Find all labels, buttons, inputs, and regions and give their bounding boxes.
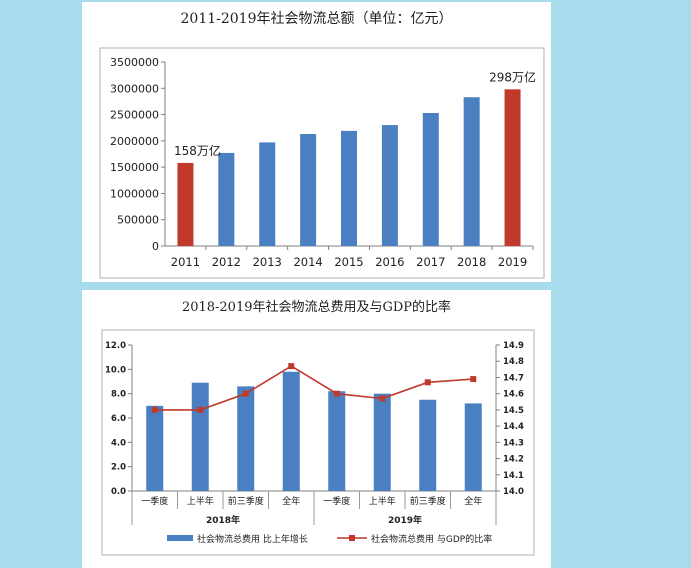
line-marker-5 [379,395,386,402]
chart2-svg: 0.0 2.0 4.0 6.0 8.0 10.0 12.0 14.0 14.1 14.2 14.3 1… [101,329,535,556]
bar-7 [464,403,482,491]
x-tick-label: 2011 [171,255,200,269]
x-tick-label: 全年 [282,495,300,507]
bar-2011 [177,162,194,246]
chart-panel-logistics-cost: 2018-2019年社会物流总费用及与GDP的比率 0.0 2.0 4.0 6.0 8.… [82,290,551,568]
right-tick-label: 14.1 [503,471,524,481]
bar-6 [419,399,437,491]
left-tick-label: 4.0 [111,438,126,448]
line-marker-2 [242,390,249,397]
x-tick-label: 一季度 [323,495,350,507]
right-tick-label: 14.8 [503,357,524,367]
bar-2 [237,386,255,491]
line-marker-3 [288,363,295,370]
bar-1 [191,382,209,491]
x-tick-label: 2017 [416,255,445,269]
y-tick-label: 3000000 [110,82,159,95]
right-tick-label: 14.3 [503,438,524,448]
y-tick-label: 3500000 [110,56,159,69]
x-tick-label: 2014 [293,255,322,269]
x-tick-label: 2015 [334,255,363,269]
left-tick-label: 10.0 [105,365,126,375]
right-tick-label: 14.4 [503,422,524,432]
left-tick-label: 12.0 [105,341,126,351]
x-tick-label: 前三季度 [228,495,264,507]
legend-bar-swatch [167,535,193,541]
bar-2012 [218,152,235,246]
right-tick-label: 14.0 [503,487,524,497]
bar-3 [282,371,300,491]
right-tick-label: 14.2 [503,455,524,465]
right-tick-label: 14.9 [503,341,524,351]
bar-5 [373,393,391,491]
right-tick-label: 14.6 [503,390,524,400]
bar-2018 [463,97,480,246]
y-tick-label: 1000000 [110,187,159,200]
left-tick-label: 6.0 [111,414,126,424]
chart1-svg: 0 500000 1000000 1500000 2000000 2500000 30000… [99,47,545,279]
line-series [154,365,474,411]
legend-line-label: 社会物流总费用 与GDP的比率 [371,533,492,545]
bar-2015 [341,130,357,246]
x-tick-label: 2016 [375,255,404,269]
y-tick-label: 1500000 [110,161,159,174]
left-tick-label: 8.0 [111,390,126,400]
bar-2013 [259,142,276,246]
left-tick-label: 2.0 [111,463,126,473]
bar-2016 [381,125,398,246]
line-marker-7 [470,376,477,383]
right-tick-label: 14.7 [503,373,524,383]
legend-line-marker [349,535,355,541]
x-tick-label: 2013 [253,255,282,269]
bar-2017 [422,112,439,246]
y-tick-label: 0 [152,240,159,253]
plot-frame [101,329,535,556]
right-tick-label: 14.5 [503,406,524,416]
annotation-label: 298万亿 [489,69,536,84]
line-marker-4 [333,390,340,397]
chart1-title: 2011-2019年社会物流总额（单位：亿元） [180,11,453,27]
bar-4 [328,391,346,491]
x-tick-label: 前三季度 [410,495,446,507]
x-tick-label: 全年 [464,495,482,507]
x-tick-label: 上半年 [187,495,214,507]
bar-2019 [504,89,521,246]
legend-bar-label: 社会物流总费用 比上年增长 [197,533,308,545]
bar-0 [146,405,164,491]
group-label: 2018年 [206,514,240,526]
line-marker-1 [197,406,204,413]
x-tick-label: 2012 [212,255,241,269]
line-marker-0 [151,406,158,413]
line-marker-6 [424,379,431,386]
x-tick-label: 一季度 [141,495,168,507]
left-tick-label: 0.0 [111,487,126,497]
y-tick-label: 2500000 [110,109,159,122]
bar-2014 [300,134,317,246]
chart2-title: 2018-2019年社会物流总费用及与GDP的比率 [181,300,452,315]
x-tick-label: 2019 [498,255,527,269]
chart-panel-total-logistics: 2011-2019年社会物流总额（单位：亿元） 0 500000 1000000 15… [82,2,551,282]
y-tick-label: 2000000 [110,135,159,148]
plot-frame [99,47,545,279]
x-tick-label: 2018 [457,255,486,269]
y-tick-label: 500000 [117,214,159,227]
group-label: 2019年 [388,514,422,526]
annotation-label: 158万亿 [174,143,221,158]
x-tick-label: 上半年 [369,495,396,507]
